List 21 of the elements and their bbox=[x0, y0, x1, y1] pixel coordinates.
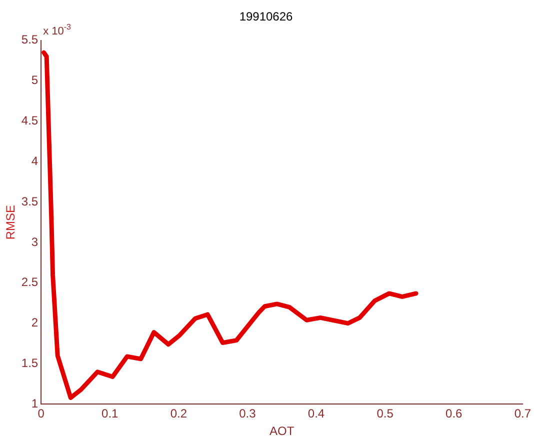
y-tick-label: 2.5 bbox=[21, 275, 38, 290]
x-tick-label: 0.2 bbox=[170, 406, 188, 421]
y-tick-label: 5 bbox=[31, 73, 38, 88]
y-tick-label: 5.5 bbox=[21, 32, 38, 47]
y-axis-title: RMSE bbox=[4, 204, 18, 240]
x-axis-title: AOT bbox=[270, 424, 295, 438]
chart-title: 19910626 bbox=[239, 10, 294, 24]
y-tick-label: 2 bbox=[31, 316, 38, 330]
y-tick-label: 4.5 bbox=[21, 114, 38, 128]
x-tick-label: 0.1 bbox=[102, 406, 119, 421]
y-tick-label: 3.5 bbox=[21, 194, 38, 208]
x-tick-label: 0.7 bbox=[514, 406, 532, 421]
x-tick-label: 0.6 bbox=[446, 406, 463, 421]
y-tick-label: 1 bbox=[31, 396, 38, 411]
x-tick-label: 0.3 bbox=[239, 406, 256, 421]
x-tick-label: 0.5 bbox=[376, 406, 394, 421]
y-tick-label: 1.5 bbox=[21, 356, 38, 370]
y-tick-label: 4 bbox=[31, 154, 38, 168]
x-tick-label: 0.4 bbox=[308, 406, 325, 421]
x-tick-label: 0 bbox=[38, 406, 45, 421]
y-tick-label: 3 bbox=[31, 234, 38, 249]
